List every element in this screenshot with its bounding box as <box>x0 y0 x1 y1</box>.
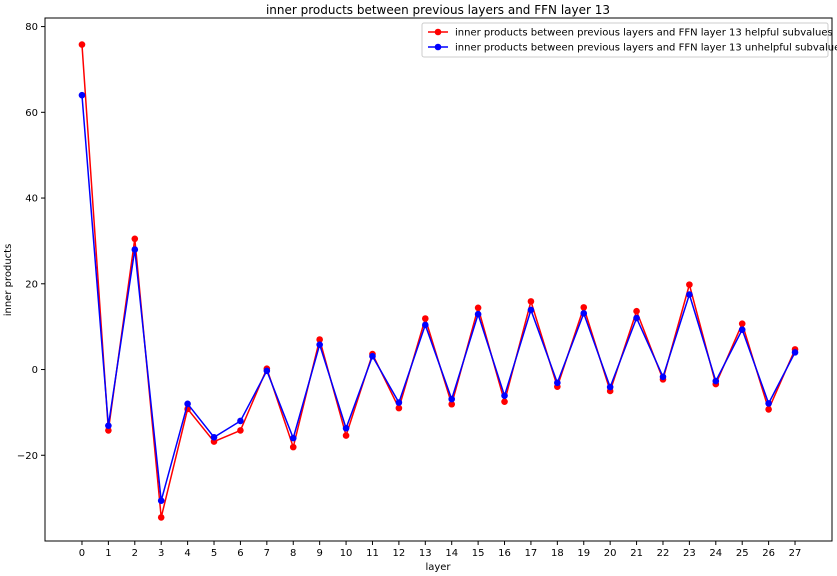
x-tick-label: 26 <box>762 548 775 559</box>
series-0 <box>78 41 799 521</box>
data-point <box>131 246 139 253</box>
series-line <box>81 44 796 518</box>
data-point <box>316 336 323 343</box>
data-point <box>421 315 429 322</box>
x-tick-label: 16 <box>498 548 511 559</box>
chart-title: inner products between previous layers a… <box>266 3 610 17</box>
y-axis-ticks: −20 0 20 40 60 80 <box>17 22 45 462</box>
data-point <box>501 392 508 399</box>
data-point <box>157 514 165 521</box>
data-point <box>791 349 799 356</box>
y-tick-label: 80 <box>25 22 38 33</box>
data-point <box>342 424 350 432</box>
data-point <box>527 306 535 314</box>
data-point <box>633 307 640 315</box>
x-tick-label: 23 <box>683 548 696 559</box>
data-point <box>580 304 588 311</box>
data-point <box>237 427 244 434</box>
data-point <box>395 399 403 406</box>
data-point <box>659 373 667 381</box>
data-point <box>395 404 403 412</box>
data-point <box>105 427 112 434</box>
x-tick-label: 10 <box>340 548 353 559</box>
series-1 <box>78 91 799 505</box>
x-tick-label: 4 <box>184 548 190 559</box>
x-tick-label: 6 <box>237 548 243 559</box>
legend-marker <box>434 28 442 36</box>
x-tick-label: 17 <box>525 548 538 559</box>
legend-entry: inner products between previous layers a… <box>455 28 833 39</box>
x-tick-label: 11 <box>366 548 379 559</box>
data-point <box>289 443 297 451</box>
data-point <box>527 298 535 305</box>
data-point <box>78 41 86 48</box>
x-tick-label: 25 <box>736 548 749 559</box>
legend: inner products between previous layers a… <box>421 22 837 58</box>
data-point <box>474 310 482 318</box>
data-point <box>237 417 244 425</box>
data-point <box>289 434 297 442</box>
data-point <box>606 383 614 391</box>
data-point <box>765 400 772 407</box>
legend-entry: inner products between previous layers a… <box>455 43 837 54</box>
x-axis-ticks: 0 1 2 3 4 5 6 7 8 9 10 11 12 13 14 15 16 17 18 19 20 21 22 23 24… <box>79 541 802 559</box>
legend-marker <box>434 43 442 51</box>
data-point <box>342 432 350 439</box>
series-group <box>78 41 799 521</box>
x-tick-label: 7 <box>264 548 270 559</box>
data-point <box>210 433 218 441</box>
x-tick-label: 22 <box>657 548 670 559</box>
plot-area-frame <box>44 17 833 542</box>
data-point <box>738 320 746 327</box>
data-point <box>184 400 191 408</box>
data-point <box>580 310 588 317</box>
y-tick-label: −20 <box>17 451 38 462</box>
x-tick-label: 20 <box>604 548 617 559</box>
x-tick-label: 0 <box>79 548 85 559</box>
x-tick-label: 5 <box>211 548 217 559</box>
x-tick-label: 2 <box>132 548 138 559</box>
x-axis-label: layer <box>425 562 451 573</box>
data-point <box>686 281 693 288</box>
data-point <box>369 352 376 360</box>
y-tick-label: 0 <box>32 365 38 376</box>
data-point <box>738 326 746 333</box>
x-tick-label: 8 <box>290 548 296 559</box>
x-tick-label: 24 <box>709 548 722 559</box>
legend-box <box>421 22 829 58</box>
x-tick-label: 19 <box>577 548 590 559</box>
x-tick-label: 27 <box>789 548 802 559</box>
x-tick-label: 18 <box>551 548 564 559</box>
x-tick-label: 3 <box>158 548 164 559</box>
y-tick-label: 60 <box>25 108 38 119</box>
data-point <box>686 291 693 298</box>
x-tick-label: 9 <box>316 548 322 559</box>
data-point <box>501 398 508 405</box>
data-point <box>78 91 86 99</box>
x-tick-label: 21 <box>630 548 643 559</box>
x-tick-label: 1 <box>105 548 111 559</box>
data-point <box>263 367 271 375</box>
x-tick-label: 15 <box>472 548 485 559</box>
y-axis-label: inner products <box>3 244 14 317</box>
data-point <box>448 400 456 408</box>
x-tick-label: 14 <box>445 548 458 559</box>
series-line <box>81 95 796 501</box>
x-tick-label: 12 <box>393 548 406 559</box>
data-point <box>316 341 323 348</box>
data-point <box>474 304 482 312</box>
data-point <box>633 314 640 322</box>
data-point <box>131 235 139 243</box>
data-point <box>421 321 429 329</box>
x-tick-label: 13 <box>419 548 432 559</box>
data-point <box>765 406 772 413</box>
y-tick-label: 40 <box>25 194 38 205</box>
data-point <box>554 379 561 387</box>
data-point <box>105 422 112 429</box>
data-point <box>448 395 456 403</box>
y-tick-label: 20 <box>25 279 38 290</box>
data-point <box>712 377 720 385</box>
data-point <box>157 497 165 505</box>
